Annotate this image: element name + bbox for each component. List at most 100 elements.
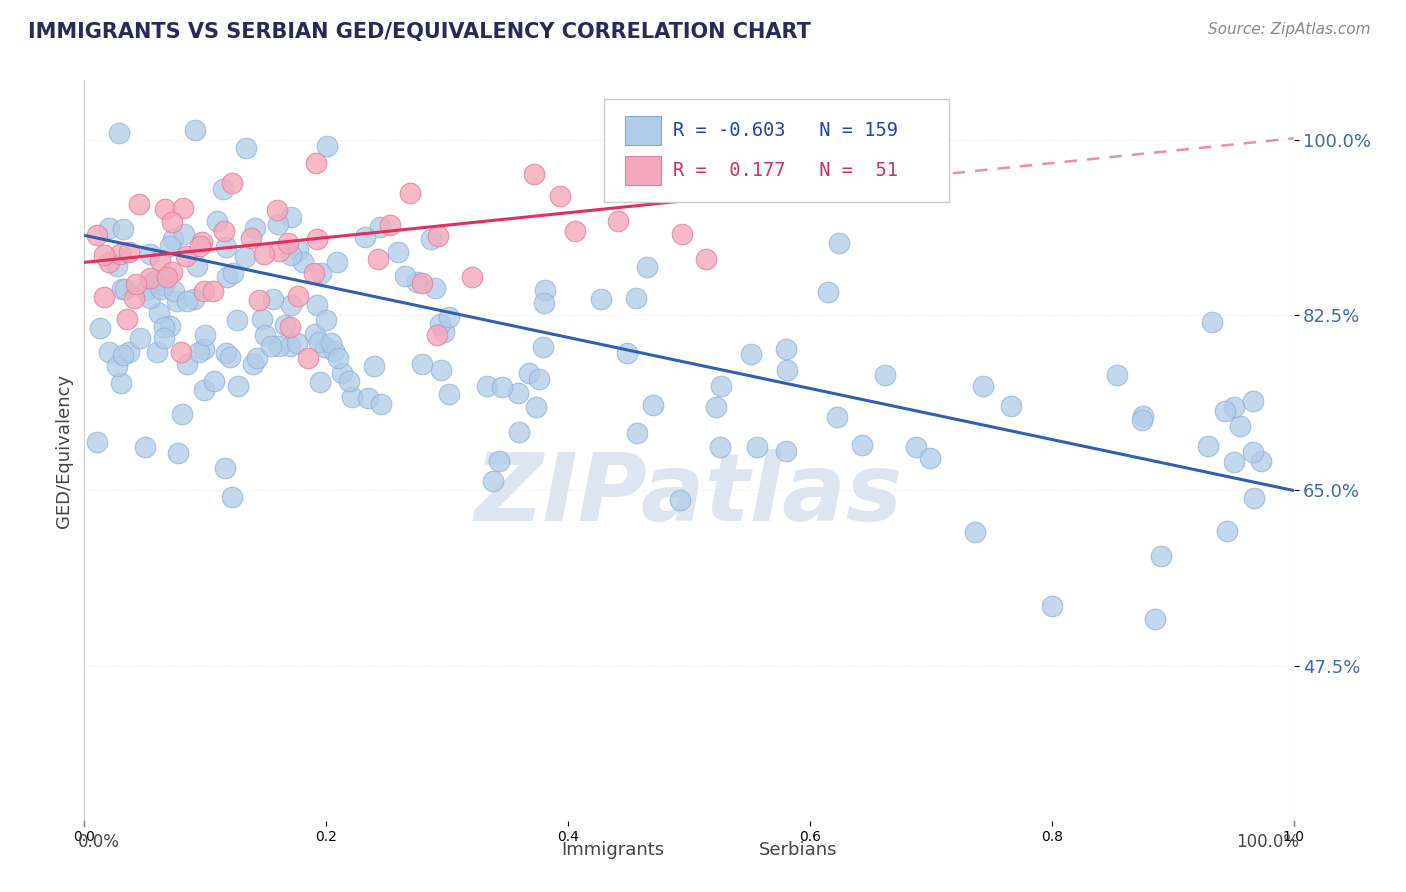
Point xyxy=(214,461,236,475)
Point xyxy=(148,306,170,320)
Point xyxy=(695,252,717,266)
Point xyxy=(589,292,612,306)
Point xyxy=(93,248,115,262)
Point xyxy=(851,437,873,451)
Point xyxy=(825,410,848,425)
Point xyxy=(776,362,799,376)
Point xyxy=(488,454,510,468)
Point xyxy=(828,235,851,250)
Point xyxy=(305,232,328,246)
Bar xyxy=(624,156,661,186)
Point xyxy=(150,282,173,296)
Point xyxy=(439,310,461,325)
Point xyxy=(221,176,243,190)
Point xyxy=(128,331,150,345)
Point xyxy=(423,281,446,295)
Bar xyxy=(520,839,554,862)
Point xyxy=(641,398,664,412)
Point xyxy=(183,123,205,137)
Point xyxy=(305,298,328,312)
Point xyxy=(278,320,301,334)
Point xyxy=(219,350,242,364)
Point xyxy=(671,227,693,241)
Point xyxy=(972,379,994,393)
Point xyxy=(188,238,211,252)
Point xyxy=(606,214,628,228)
Point xyxy=(243,220,266,235)
Point xyxy=(194,328,217,343)
Point xyxy=(636,260,658,275)
Point xyxy=(89,321,111,335)
Point xyxy=(357,391,380,405)
Point xyxy=(564,224,586,238)
Point xyxy=(253,247,276,261)
Point xyxy=(86,434,108,449)
Point xyxy=(1105,368,1128,382)
Point xyxy=(304,266,326,280)
Text: R =  0.177   N =  51: R = 0.177 N = 51 xyxy=(673,161,898,180)
Point xyxy=(1143,612,1166,626)
Point xyxy=(143,274,166,288)
Point xyxy=(212,182,235,196)
Point xyxy=(202,374,225,388)
Point xyxy=(1223,400,1246,414)
Point xyxy=(176,294,198,309)
Point xyxy=(332,366,354,380)
Point xyxy=(1241,445,1264,459)
Point xyxy=(1132,409,1154,423)
Point xyxy=(215,239,238,253)
Point xyxy=(491,380,513,394)
Point xyxy=(477,379,499,393)
Point xyxy=(429,363,451,377)
Point xyxy=(163,284,186,298)
Point xyxy=(1130,413,1153,427)
Point xyxy=(172,201,194,215)
Point xyxy=(1229,418,1251,433)
Point xyxy=(370,219,392,234)
Point xyxy=(297,351,319,365)
Point xyxy=(626,157,648,171)
Point xyxy=(187,344,209,359)
Point xyxy=(170,344,193,359)
Point xyxy=(97,254,120,268)
Point xyxy=(242,358,264,372)
Text: Immigrants: Immigrants xyxy=(561,841,664,859)
Point xyxy=(233,250,256,264)
Point xyxy=(97,344,120,359)
Point xyxy=(1040,599,1063,614)
Point xyxy=(775,443,797,458)
Point xyxy=(246,351,269,365)
Point xyxy=(247,293,270,307)
Point xyxy=(704,400,727,414)
Point xyxy=(429,317,451,331)
Point xyxy=(156,270,179,285)
Point xyxy=(316,139,339,153)
Point xyxy=(326,255,349,269)
Point xyxy=(1243,491,1265,506)
Point xyxy=(426,328,449,343)
Point xyxy=(963,524,986,539)
Point xyxy=(262,293,284,307)
Point xyxy=(118,245,141,260)
Point xyxy=(517,366,540,380)
Point xyxy=(527,372,550,386)
Point xyxy=(394,268,416,283)
Point xyxy=(221,490,243,504)
Point xyxy=(86,227,108,242)
Point xyxy=(111,282,134,296)
Point xyxy=(202,284,225,298)
Point xyxy=(110,247,132,261)
Point xyxy=(367,252,389,267)
Bar xyxy=(624,116,661,145)
Point xyxy=(321,335,343,350)
Point xyxy=(624,291,647,305)
Point xyxy=(427,228,450,243)
Point xyxy=(111,221,134,235)
Point xyxy=(193,342,215,356)
Point xyxy=(918,451,941,466)
Point xyxy=(128,197,150,211)
Point xyxy=(710,379,733,393)
Point xyxy=(240,231,263,245)
Point xyxy=(326,351,349,365)
Point xyxy=(308,334,330,349)
